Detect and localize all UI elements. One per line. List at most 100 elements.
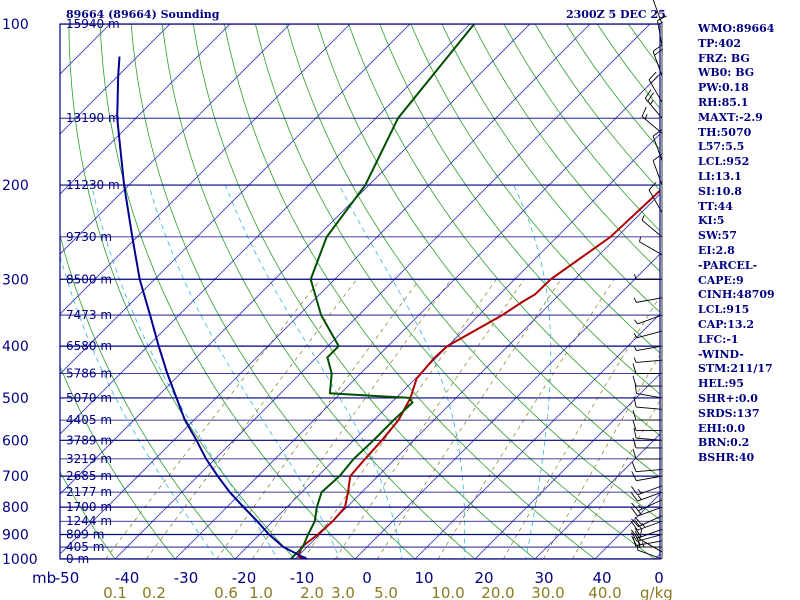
- temperature-tick-label: 0: [654, 569, 664, 587]
- index-item: TT:44: [698, 199, 733, 213]
- wind-barb: [652, 129, 663, 161]
- height-label: 3789 m: [66, 433, 112, 447]
- pressure-tick-label: 100: [2, 17, 29, 33]
- moist-adiabat-line: [91, 185, 278, 559]
- index-item: CAPE:9: [698, 273, 744, 287]
- dry-adiabat-line: [286, 24, 660, 521]
- mixing-ratio-label: 0.6: [214, 584, 238, 600]
- index-item: LFC:-1: [698, 332, 739, 346]
- dry-adiabat-line: [60, 233, 236, 559]
- moist-adiabat-line: [225, 184, 403, 559]
- height-label: 2177 m: [66, 485, 112, 499]
- isotherm-line: [234, 133, 660, 559]
- pressure-tick-label: 600: [2, 433, 29, 449]
- height-label: 11230 m: [66, 178, 120, 192]
- isotherm-line: [60, 24, 291, 255]
- wind-barb: [644, 89, 663, 119]
- mixing-ratio-line: [543, 354, 660, 559]
- wind-barb: [634, 274, 662, 280]
- index-item: MAXT:-2.9: [698, 110, 763, 124]
- mixing-ratio-label: 5.0: [374, 584, 398, 600]
- height-label: 0 m: [66, 552, 89, 566]
- temperature-tick-label: -50: [55, 569, 80, 587]
- height-label: 8500 m: [66, 272, 112, 286]
- isotherm-line: [60, 24, 171, 135]
- mixing-ratio-line: [216, 279, 420, 559]
- height-label: 3219 m: [66, 452, 112, 466]
- station-title: 89664 (89664) Sounding: [66, 8, 220, 21]
- wind-barb: [633, 330, 663, 339]
- moist-adiabat-line: [148, 184, 340, 559]
- index-item: BRN:0.2: [698, 436, 750, 450]
- temperature-tick-label: 10: [414, 569, 433, 587]
- wind-barb: [652, 0, 663, 25]
- index-item: LCL:952: [698, 155, 750, 169]
- mixing-ratio-label: 10.0: [431, 584, 464, 600]
- plot-frame: [59, 23, 661, 560]
- wind-barb: [633, 345, 663, 352]
- wind-barb: [631, 515, 663, 528]
- height-label: 2685 m: [66, 469, 112, 483]
- mixing-ratio-label: 40.0: [588, 584, 621, 600]
- dewpoint-profile: [290, 24, 475, 559]
- wind-barb: [652, 44, 664, 77]
- wind-barb: [630, 485, 663, 496]
- isotherm-line: [60, 24, 351, 315]
- wind-barb: [633, 427, 663, 441]
- isotherm-line: [354, 253, 660, 559]
- wind-barb: [630, 520, 663, 531]
- mixing-ratio-label: 3.0: [331, 584, 355, 600]
- wind-barb: [633, 396, 663, 410]
- height-label: 9730 m: [66, 230, 112, 244]
- temperature-tick-label: 0: [362, 569, 372, 587]
- index-item: TP:402: [698, 36, 742, 50]
- mixing-ratio-label: 0.2: [142, 584, 166, 600]
- wind-barb: [630, 506, 663, 517]
- index-item: KI:5: [698, 214, 725, 228]
- index-item: WMO:89664: [698, 22, 775, 35]
- pressure-tick-label: 300: [2, 272, 29, 288]
- background-grid: [60, 24, 660, 559]
- wind-barb: [652, 154, 663, 186]
- pressure-tick-label: 400: [2, 339, 29, 355]
- temperature-tick-label: 20: [474, 569, 493, 587]
- mixing-ratio-line: [377, 279, 562, 559]
- dry-adiabat-line: [410, 24, 660, 354]
- temperature-tick-label: 30: [534, 569, 553, 587]
- wind-barb: [632, 375, 662, 387]
- wind-barb: [630, 528, 663, 539]
- isotherm-line: [60, 24, 531, 495]
- valid-time: 2300Z 5 DEC 25: [566, 8, 666, 21]
- height-label: 405 m: [66, 540, 104, 554]
- index-item: -WIND-: [698, 347, 744, 361]
- isotherm-line: [60, 24, 471, 435]
- mixing-ratio-label: 1.0: [249, 584, 273, 600]
- wind-barbs: [630, 0, 668, 560]
- mixing-ratio-label: 0.1: [103, 584, 127, 600]
- index-item: CINH:48709: [698, 288, 775, 302]
- wind-barb: [633, 297, 663, 303]
- mixing-ratio-line: [146, 279, 358, 559]
- wind-barb: [631, 499, 663, 512]
- index-item: TH:5070: [698, 125, 752, 139]
- wind-barb: [641, 106, 663, 134]
- mixing-ratio-unit: g/kg: [640, 584, 673, 600]
- index-item: HEL:95: [698, 377, 744, 391]
- wind-barb: [631, 461, 663, 473]
- index-item: SRDS:137: [698, 406, 760, 420]
- temperature-tick-label: -40: [115, 569, 140, 587]
- wind-barb: [639, 528, 663, 553]
- sounding-profiles: [116, 24, 660, 559]
- mixing-ratio-label: 20.0: [481, 584, 514, 600]
- wind-barb: [630, 491, 663, 502]
- index-item: EHI:0.0: [698, 421, 746, 435]
- wind-barb: [632, 409, 662, 421]
- isotherm-line: [534, 433, 660, 559]
- moist-adiabat-line: [338, 184, 466, 559]
- pressure-tick-label: 200: [2, 178, 29, 194]
- wind-barb: [632, 437, 662, 449]
- isotherm-line: [414, 313, 660, 559]
- dry-adiabat-line: [472, 24, 660, 273]
- wind-barb: [632, 448, 662, 460]
- parcel-profile: [116, 56, 308, 559]
